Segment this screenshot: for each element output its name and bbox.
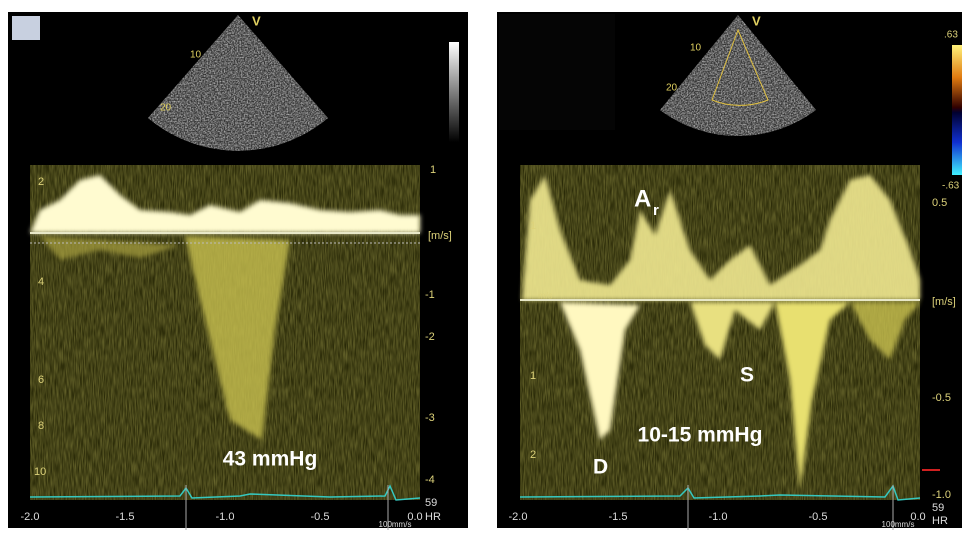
tick-label: -2.0 [509,511,528,523]
depth-label: 10 [690,43,702,54]
hr-label: HR [932,515,948,527]
flow-signal [775,302,850,490]
x-axis: -2.0 -1.5 -1.0 -0.5 0.0 100mm/s [21,511,423,529]
tick-label: -1.5 [116,511,135,523]
tick-label: -1.5 [609,511,628,523]
heart-rate: 59 [932,502,944,514]
ecg-trace [29,484,421,501]
tick-label: -3 [425,412,435,424]
masked-area [499,14,615,130]
flow-signal [185,236,290,440]
tick-label: 1 [530,220,536,232]
tick-label: 4 [38,276,44,288]
tick-label: -1.0 [216,511,235,523]
probe-marker: V [252,13,261,28]
color-scale-min: -.63 [942,181,960,192]
ecg-trace [519,484,921,501]
logo [12,16,40,40]
flow-signal [30,175,420,233]
left-scale: 1 1 2 m/s [530,220,553,461]
right-scale: 1 [m/s] -1 -2 -3 -4 59 HR [425,164,452,523]
tick-label: 2 [530,449,536,461]
tick-label: 0.5 [932,197,947,209]
unit-label: m/s [538,290,553,300]
tick-label: 0.0 [407,511,422,523]
tick-label: -0.5 [809,511,828,523]
x-axis: -2.0 -1.5 -1.0 -0.5 0.0 100mm/s [509,511,926,529]
unit-label: [m/s] [428,230,452,242]
sector-texture [660,15,816,137]
right-scale: 0.5 [m/s] -0.5 -1.0 59 HR [932,197,956,527]
sweep-label: 100mm/s [379,520,412,529]
unit-label: [m/s] [932,296,956,308]
depth-label: 20 [666,83,678,94]
flow-signal [40,236,180,260]
tick-label: 1 [530,370,536,382]
depth-label: 10 [190,50,202,61]
tick-label: -1.0 [709,511,728,523]
color-bar [952,45,962,175]
wave-label-sub: r [653,202,659,219]
tick-label: -1 [425,289,435,301]
sector-texture [148,15,328,151]
sector-labels: 10 20 V [160,13,261,113]
flow-signal [690,302,775,360]
sector-labels: 10 20 V .63 -.63 [666,13,960,191]
tick-label: -2 [425,331,435,343]
hr-label: HR [425,511,441,523]
left-scale: 2 4 6 8 10 [34,176,46,478]
tick-label: 2 [38,176,44,188]
color-scale-max: .63 [944,30,958,41]
tick-label: -4 [425,474,435,486]
tick-label: 6 [38,374,44,386]
wave-label: S [740,364,754,387]
tick-label: 10 [34,466,46,478]
flow-signal [522,175,920,300]
probe-marker: V [752,13,761,28]
flow-signal [850,302,920,360]
color-box [711,28,769,106]
tick-label: -0.5 [932,392,951,404]
tick-label: 0.0 [910,511,925,523]
wave-label: A [634,185,651,212]
annotation: 10-15 mmHg [638,424,763,447]
tick-label: 8 [38,420,44,432]
flow-signal [560,302,640,440]
tick-label: -1.0 [932,489,951,501]
annotation: 43 mmHg [223,448,318,471]
gray-bar [449,42,459,142]
tick-label: -0.5 [311,511,330,523]
tick-label: 1 [430,164,436,176]
sweep-label: 100mm/s [882,520,915,529]
tick-label: -2.0 [21,511,40,523]
wave-label: D [593,456,608,479]
heart-rate: 59 [425,497,437,509]
depth-label: 20 [160,103,172,114]
